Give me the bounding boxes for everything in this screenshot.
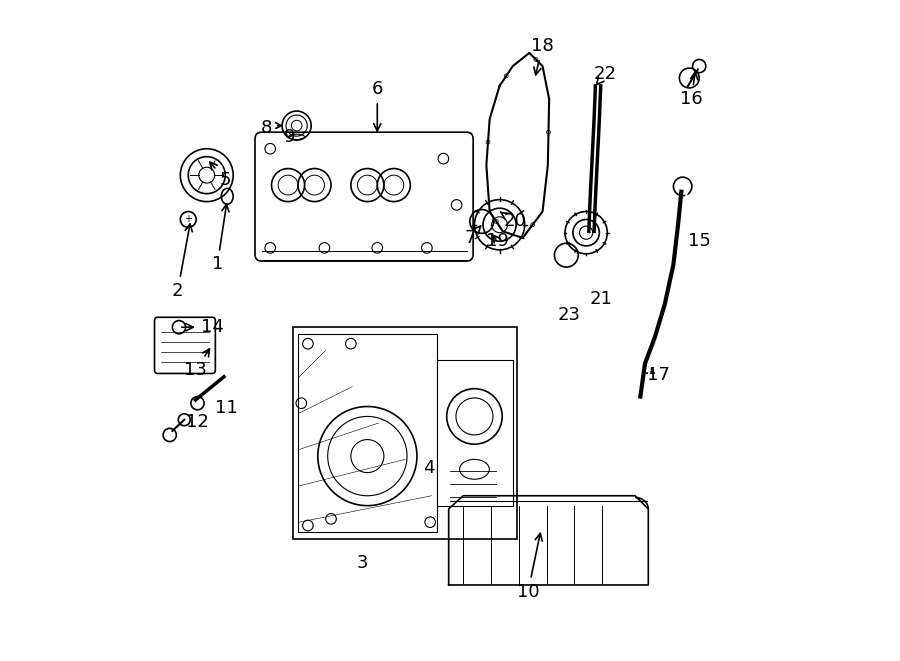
- Text: 3: 3: [357, 554, 368, 572]
- Text: 7: 7: [464, 226, 481, 247]
- Text: 2: 2: [172, 224, 193, 300]
- Text: 4: 4: [423, 459, 435, 477]
- Text: 16: 16: [680, 72, 703, 108]
- Text: 18: 18: [531, 37, 554, 75]
- Text: 17: 17: [646, 366, 670, 385]
- Text: 19: 19: [486, 232, 509, 251]
- Bar: [292, 327, 518, 539]
- Text: 23: 23: [557, 306, 580, 325]
- Text: 21: 21: [590, 290, 612, 308]
- Text: 13: 13: [184, 349, 210, 379]
- FancyBboxPatch shape: [255, 132, 473, 261]
- Text: 11: 11: [215, 399, 238, 418]
- Text: 14: 14: [182, 318, 223, 336]
- Text: 8: 8: [261, 119, 272, 137]
- Text: 5: 5: [210, 162, 231, 189]
- Text: +: +: [184, 214, 193, 225]
- Text: 15: 15: [688, 232, 711, 251]
- Bar: [436, 360, 513, 506]
- FancyBboxPatch shape: [155, 317, 215, 373]
- Text: 12: 12: [186, 412, 209, 431]
- Text: 20: 20: [500, 212, 526, 231]
- Text: 6: 6: [372, 80, 383, 131]
- Text: 9: 9: [284, 128, 296, 146]
- Text: 10: 10: [517, 533, 543, 601]
- Bar: [298, 334, 436, 532]
- Text: 22: 22: [594, 65, 616, 86]
- Text: 1: 1: [212, 204, 229, 274]
